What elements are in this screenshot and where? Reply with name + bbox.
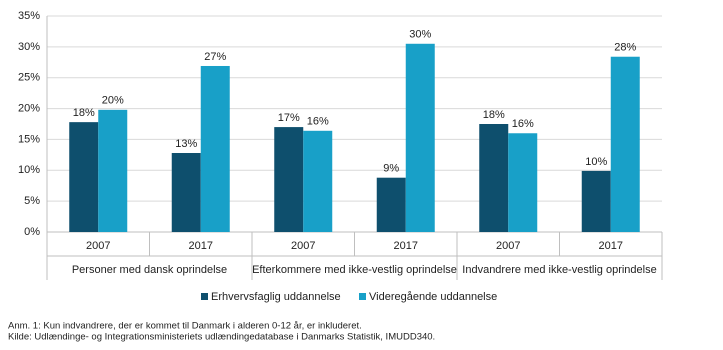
bar [479,124,509,232]
legend-label: Erhvervsfaglig uddannelse [211,291,341,303]
bar [376,177,406,232]
bar [171,153,201,232]
value-label: 27% [204,51,226,63]
value-label: 20% [102,95,124,107]
value-label: 28% [614,42,636,54]
group-label: Personer med dansk oprindelse [72,264,227,276]
y-tick-label: 0% [24,226,40,238]
x-tick-label: 2017 [189,240,213,252]
x-tick-label: 2017 [599,240,623,252]
x-tick-label: 2007 [86,240,110,252]
bar [610,56,640,232]
legend-swatch [359,293,366,300]
bar [98,109,128,232]
value-label: 18% [483,109,505,121]
bar [303,130,333,232]
bar [581,170,611,232]
y-tick-label: 10% [18,164,40,176]
bar [200,65,230,232]
value-label: 16% [307,116,329,128]
note: Kilde: Udlændinge- og Integrationsminist… [8,332,435,343]
y-tick-label: 5% [24,195,40,207]
y-tick-label: 25% [18,72,40,84]
value-label: 18% [73,107,95,119]
value-label: 10% [585,156,607,168]
group-label: Efterkommere med ikke-vestlig oprindelse [252,264,457,276]
bar [69,122,99,232]
y-tick-label: 15% [18,133,40,145]
x-tick-label: 2007 [291,240,315,252]
x-tick-label: 2007 [496,240,520,252]
value-label: 9% [383,163,399,175]
bar [508,133,538,232]
value-label: 13% [175,138,197,150]
bar [274,127,304,232]
bar [405,43,435,233]
y-tick-label: 20% [18,102,40,114]
legend-label: Videregående uddannelse [369,291,497,303]
value-label: 16% [512,118,534,130]
x-tick-label: 2017 [394,240,418,252]
value-label: 17% [278,112,300,124]
group-label: Indvandrere med ikke-vestlig oprindelse [462,264,656,276]
value-label: 30% [409,29,431,41]
legend-swatch [201,293,208,300]
note: Anm. 1: Kun indvandrere, der er kommet t… [8,321,362,332]
y-tick-label: 30% [18,41,40,53]
y-tick-label: 35% [18,10,40,22]
